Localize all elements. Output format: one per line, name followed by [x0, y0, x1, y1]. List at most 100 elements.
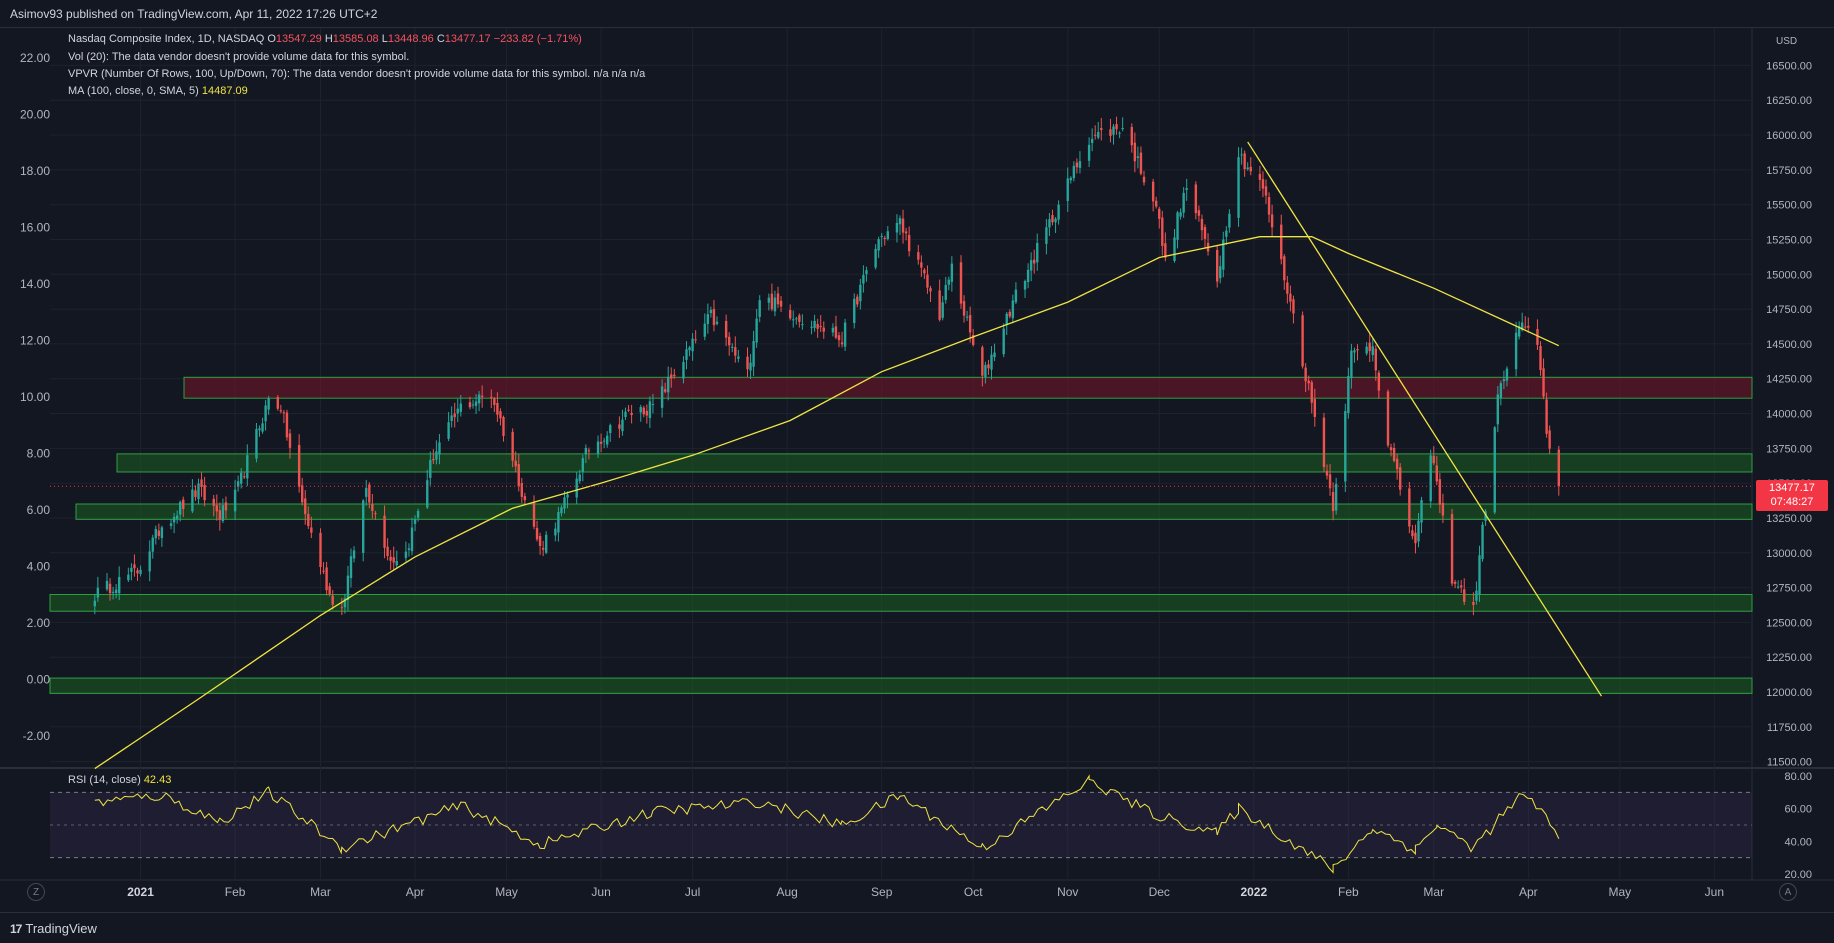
candle-body	[349, 556, 353, 579]
left-scale-label: 14.00	[20, 277, 50, 291]
candle-body	[972, 334, 975, 345]
candle-body	[459, 403, 462, 412]
candle-body	[917, 252, 920, 260]
candle-body	[907, 234, 911, 252]
candle-body	[810, 326, 813, 328]
candle-body	[365, 487, 368, 497]
candle-body	[1118, 132, 1121, 134]
candle-body	[169, 523, 173, 526]
tradingview-logo[interactable]: 17 TradingView	[10, 921, 97, 936]
candle-body	[554, 528, 557, 536]
candle-body	[240, 472, 243, 484]
price-tick-label: 15000.00	[1766, 269, 1812, 281]
candle-body	[1408, 488, 1411, 527]
candle-body	[331, 595, 334, 605]
candle-body	[578, 474, 581, 482]
rsi-tick-label: 40.00	[1784, 836, 1812, 848]
candle-body	[447, 422, 450, 439]
candle-body	[1200, 219, 1204, 231]
candle-body	[1222, 239, 1225, 270]
candle-body	[706, 314, 710, 324]
candle-body	[194, 490, 197, 497]
candle-body	[728, 336, 731, 346]
candle-body	[1283, 256, 1286, 281]
candle-body	[236, 481, 240, 487]
candle-body	[136, 570, 139, 574]
candle-body	[648, 401, 652, 418]
price-tick-label: 15500.00	[1766, 200, 1812, 212]
candle-body	[221, 505, 225, 521]
price-tick-label: 16250.00	[1766, 95, 1812, 107]
candle-body	[450, 415, 453, 421]
candle-body	[746, 356, 749, 370]
candle-body	[584, 447, 588, 455]
candle-body	[1112, 126, 1115, 135]
candle-body	[267, 398, 270, 410]
candle-body	[1374, 348, 1377, 371]
rsi-value: 42.43	[143, 774, 172, 786]
candle-body	[490, 396, 493, 398]
candle-body	[1347, 376, 1350, 414]
tv-logo-text: TradingView	[25, 921, 97, 936]
candle-body	[1365, 346, 1368, 354]
candle-body	[1164, 243, 1167, 258]
candle-body	[1371, 346, 1374, 356]
publish-header: Asimov93 published on TradingView.com, A…	[0, 0, 1834, 28]
candle-body	[1176, 212, 1179, 240]
candle-body	[557, 512, 560, 533]
price-tick-label: 16500.00	[1766, 60, 1812, 72]
candle-body	[279, 410, 283, 412]
candle-body	[789, 310, 792, 319]
candle-body	[813, 320, 816, 328]
candle-body	[1356, 349, 1359, 351]
time-tick-label: Feb	[1338, 885, 1359, 899]
left-scale-label: 0.00	[27, 673, 51, 687]
candle-body	[282, 412, 286, 414]
time-tick-label: Dec	[1149, 885, 1170, 899]
candle-body	[1310, 382, 1313, 403]
candle-body	[139, 569, 142, 574]
candle-body	[1246, 167, 1249, 170]
legend-high-value: 13585.08	[332, 33, 379, 45]
price-chart[interactable]: 11500.00 11750.00 12000.00 12250.00 12500.00…	[0, 28, 1834, 912]
candle-body	[1411, 530, 1414, 537]
candle-body	[1029, 260, 1033, 271]
candle-body	[1557, 449, 1560, 487]
candle-body	[1133, 142, 1137, 162]
legend-open-value: 13547.29	[275, 33, 322, 45]
candle-body	[1432, 455, 1435, 464]
auto-scale-button[interactable]: A	[1779, 883, 1797, 901]
candle-body	[1377, 372, 1381, 391]
candle-body	[151, 537, 154, 552]
candle-body	[148, 551, 151, 572]
candle-body	[1155, 200, 1158, 207]
candle-body	[1325, 470, 1329, 476]
legend-low-label: L	[381, 33, 388, 45]
candle-body	[1392, 447, 1396, 461]
candle-body	[1173, 237, 1176, 261]
candle-body	[1548, 430, 1551, 449]
candle-body	[1225, 230, 1228, 237]
candle-body	[1100, 128, 1103, 131]
zoom-reset-button[interactable]: Z	[27, 883, 45, 901]
candle-body	[831, 327, 835, 333]
candle-body	[792, 319, 795, 321]
candle-body	[233, 489, 237, 512]
ma-value: 14487.09	[201, 85, 248, 97]
candle-body	[1456, 586, 1460, 588]
candle-body	[154, 528, 157, 539]
time-tick-label: Nov	[1057, 885, 1078, 899]
candle-body	[944, 284, 947, 300]
candle-body	[724, 320, 728, 338]
legend-symbol: Nasdaq Composite Index, 1D, NASDAQ	[68, 33, 265, 45]
candle-body	[1151, 181, 1155, 202]
candle-body	[673, 374, 676, 377]
rsi-label: RSI (14, close)	[68, 774, 141, 786]
candle-body	[325, 567, 328, 591]
candle-body	[840, 342, 844, 345]
candle-body	[1072, 165, 1076, 179]
candle-body	[1240, 154, 1243, 156]
candle-body	[1264, 186, 1268, 196]
candle-body	[639, 406, 642, 413]
legend-close-value: 13477.17	[444, 33, 491, 45]
